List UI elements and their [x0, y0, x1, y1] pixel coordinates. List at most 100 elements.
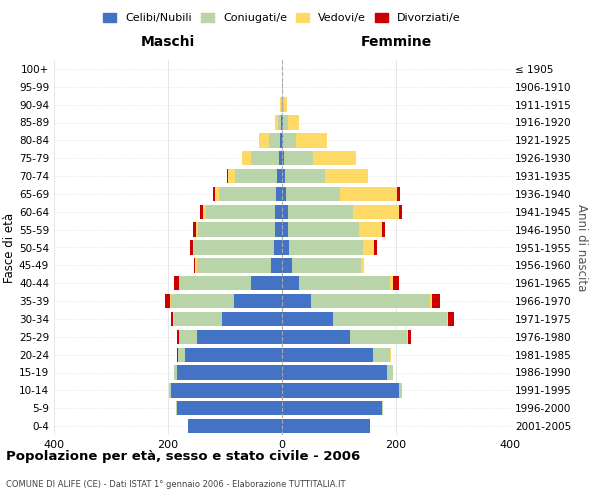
Bar [222, 312, 282, 326]
Bar [283, 133, 296, 148]
Bar [198, 222, 275, 237]
Bar [271, 258, 282, 272]
Bar [251, 276, 282, 290]
Bar [282, 133, 283, 148]
Bar [194, 258, 196, 272]
Bar [430, 294, 432, 308]
Bar [388, 366, 393, 380]
Bar [275, 222, 282, 237]
Bar [193, 222, 196, 237]
Bar [165, 294, 170, 308]
Bar [275, 204, 282, 219]
Bar [282, 204, 288, 219]
Bar [228, 169, 235, 183]
Bar [289, 240, 363, 254]
Legend: Celibi/Nubili, Coniugati/e, Vedovi/e, Divorziati/e: Celibi/Nubili, Coniugati/e, Vedovi/e, Di… [99, 8, 465, 28]
Bar [174, 366, 176, 380]
Bar [193, 240, 194, 254]
Bar [288, 222, 359, 237]
Bar [393, 276, 399, 290]
Bar [282, 419, 370, 433]
Text: Maschi: Maschi [141, 36, 195, 50]
Bar [203, 204, 206, 219]
Text: COMUNE DI ALIFE (CE) - Dati ISTAT 1° gennaio 2006 - Elaborazione TUTTITALIA.IT: COMUNE DI ALIFE (CE) - Dati ISTAT 1° gen… [6, 480, 346, 489]
Bar [282, 98, 284, 112]
Bar [281, 116, 282, 130]
Bar [282, 276, 299, 290]
Bar [171, 294, 233, 308]
Bar [174, 312, 222, 326]
Bar [233, 294, 282, 308]
Bar [282, 366, 388, 380]
Bar [176, 401, 282, 415]
Bar [277, 187, 282, 201]
Bar [277, 169, 282, 183]
Bar [194, 240, 274, 254]
Bar [282, 348, 373, 362]
Bar [177, 330, 179, 344]
Bar [285, 169, 325, 183]
Bar [269, 133, 280, 148]
Bar [200, 204, 203, 219]
Bar [227, 169, 228, 183]
Bar [275, 116, 278, 130]
Bar [280, 133, 282, 148]
Y-axis label: Anni di nascita: Anni di nascita [575, 204, 588, 291]
Bar [361, 258, 364, 272]
Y-axis label: Fasce di età: Fasce di età [3, 212, 16, 282]
Bar [177, 348, 178, 362]
Bar [284, 98, 287, 112]
Bar [196, 258, 197, 272]
Bar [190, 240, 193, 254]
Bar [282, 383, 399, 398]
Bar [170, 294, 171, 308]
Bar [282, 240, 289, 254]
Bar [334, 312, 448, 326]
Bar [340, 187, 397, 201]
Bar [215, 187, 220, 201]
Bar [281, 98, 282, 112]
Text: Popolazione per età, sesso e stato civile - 2006: Popolazione per età, sesso e stato civil… [6, 450, 360, 463]
Bar [196, 222, 198, 237]
Bar [220, 187, 277, 201]
Bar [235, 169, 277, 183]
Bar [296, 133, 327, 148]
Bar [313, 151, 356, 166]
Bar [259, 133, 269, 148]
Bar [174, 276, 179, 290]
Bar [282, 312, 334, 326]
Bar [197, 258, 271, 272]
Bar [282, 151, 284, 166]
Bar [373, 348, 391, 362]
Bar [382, 222, 385, 237]
Bar [197, 330, 282, 344]
Bar [282, 169, 285, 183]
Bar [176, 366, 282, 380]
Bar [288, 116, 299, 130]
Bar [242, 151, 251, 166]
Bar [282, 116, 283, 130]
Bar [284, 151, 313, 166]
Bar [188, 419, 282, 433]
Bar [350, 330, 407, 344]
Bar [382, 401, 383, 415]
Bar [359, 222, 382, 237]
Bar [286, 187, 340, 201]
Bar [353, 204, 399, 219]
Bar [283, 116, 288, 130]
Bar [311, 294, 430, 308]
Bar [325, 169, 367, 183]
Bar [179, 330, 197, 344]
Bar [251, 151, 279, 166]
Bar [399, 383, 402, 398]
Bar [278, 116, 281, 130]
Bar [282, 294, 311, 308]
Bar [292, 258, 361, 272]
Bar [399, 204, 402, 219]
Bar [282, 330, 350, 344]
Bar [432, 294, 440, 308]
Bar [374, 240, 377, 254]
Text: Femmine: Femmine [361, 36, 431, 50]
Bar [408, 330, 411, 344]
Bar [279, 151, 282, 166]
